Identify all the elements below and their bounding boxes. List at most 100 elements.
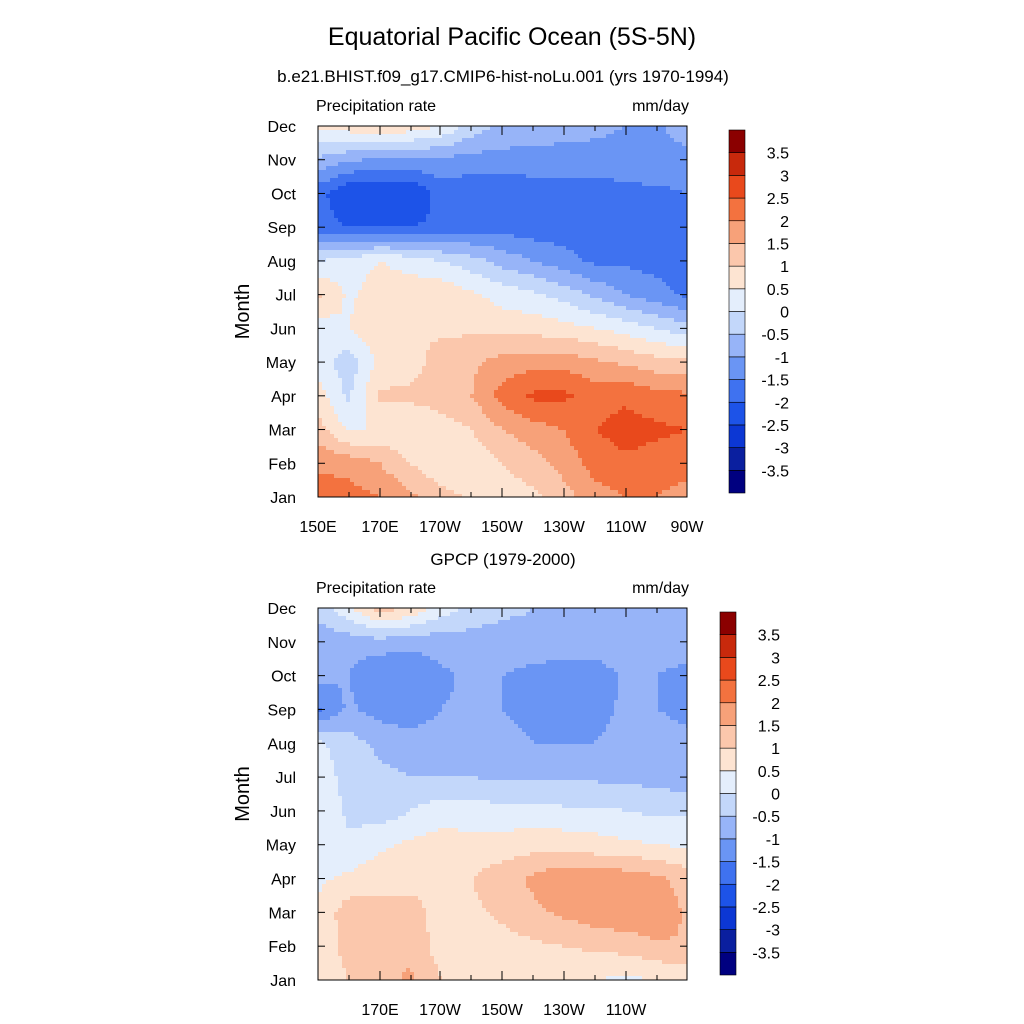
contour-cell [478,190,482,194]
contour-cell [410,250,414,254]
contour-cell [606,298,610,302]
contour-cell [454,334,458,338]
contour-cell [514,182,518,186]
contour-cell [394,270,398,274]
contour-cell [330,154,334,158]
contour-cell [338,298,342,302]
contour-cell [442,318,446,322]
contour-cell [442,234,446,238]
contour-cell [406,222,410,226]
contour-cell [506,294,510,298]
contour-cell [430,150,434,154]
contour-cell [462,178,466,182]
contour-cell [454,182,458,186]
contour-cell [602,246,606,250]
contour-cell [502,202,506,206]
contour-cell [354,254,358,258]
contour-cell [666,250,670,254]
contour-cell [454,318,458,322]
contour-cell [598,258,602,262]
contour-cell [454,142,458,146]
contour-cell [322,242,326,246]
contour-cell [430,294,434,298]
contour-cell [538,162,542,166]
contour-cell [510,190,514,194]
contour-cell [582,330,586,334]
contour-cell [622,270,626,274]
contour-cell [398,294,402,298]
contour-cell [542,178,546,182]
contour-cell [382,214,386,218]
contour-cell [350,314,354,318]
contour-cell [454,202,458,206]
contour-cell [594,246,598,250]
contour-cell [382,250,386,254]
contour-cell [426,178,430,182]
contour-cell [458,314,462,318]
contour-cell [650,206,654,210]
contour-cell [398,306,402,310]
contour-cell [398,270,402,274]
contour-cell [346,182,350,186]
contour-cell [446,178,450,182]
contour-cell [362,182,366,186]
contour-cell [370,154,374,158]
contour-cell [530,190,534,194]
contour-cell [610,270,614,274]
contour-cell [466,154,470,158]
contour-cell [474,270,478,274]
contour-cell [430,226,434,230]
contour-cell [598,318,602,322]
contour-cell [374,222,378,226]
contour-cell [498,306,502,310]
contour-cell [438,262,442,266]
contour-cell [566,134,570,138]
contour-cell [334,338,338,342]
contour-cell [358,206,362,210]
contour-cell [670,246,674,250]
contour-cell [514,206,518,210]
contour-cell [378,286,382,290]
contour-cell [414,318,418,322]
contour-cell [586,318,590,322]
contour-cell [546,266,550,270]
contour-cell [550,154,554,158]
contour-cell [398,338,402,342]
contour-cell [646,138,650,142]
contour-cell [358,338,362,342]
contour-cell [674,282,678,286]
contour-cell [354,310,358,314]
contour-cell [630,282,634,286]
contour-cell [650,306,654,310]
contour-cell [370,326,374,330]
contour-cell [406,326,410,330]
contour-cell [390,166,394,170]
contour-cell [498,290,502,294]
contour-cell [418,162,422,166]
contour-cell [670,214,674,218]
contour-cell [326,250,330,254]
contour-cell [502,198,506,202]
contour-cell [658,210,662,214]
contour-cell [550,266,554,270]
contour-cell [546,334,550,338]
contour-cell [370,286,374,290]
contour-cell [666,266,670,270]
contour-cell [674,278,678,282]
contour-cell [538,298,542,302]
contour-cell [418,194,422,198]
contour-cell [442,286,446,290]
contour-cell [498,254,502,258]
contour-cell [658,334,662,338]
contour-cell [518,198,522,202]
contour-cell [394,230,398,234]
contour-cell [682,306,686,310]
contour-cell [334,138,338,142]
contour-cell [646,298,650,302]
contour-cell [674,318,678,322]
contour-cell [514,234,518,238]
contour-cell [566,274,570,278]
contour-cell [406,286,410,290]
contour-cell [434,222,438,226]
contour-cell [466,274,470,278]
